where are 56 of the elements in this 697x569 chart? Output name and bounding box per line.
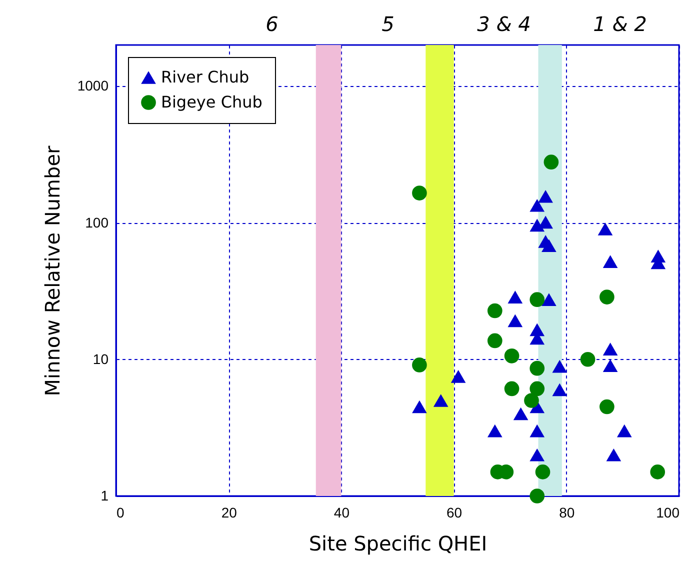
text: 1 & 2 xyxy=(593,12,647,36)
x-tick-label: 20 xyxy=(221,504,238,520)
point xyxy=(433,394,448,407)
point xyxy=(530,360,545,376)
point xyxy=(650,464,666,480)
point xyxy=(504,381,520,396)
legend-label: River Chub xyxy=(161,68,250,86)
point xyxy=(600,290,614,304)
point xyxy=(530,448,545,462)
point xyxy=(530,292,545,307)
point xyxy=(412,186,427,200)
point xyxy=(450,370,466,383)
y-tick-label: 100 xyxy=(85,214,109,230)
x-tick-label: 0 xyxy=(116,504,124,520)
y-tick-label: 10 xyxy=(92,350,109,367)
point xyxy=(600,399,614,414)
point xyxy=(504,348,520,364)
point xyxy=(602,342,618,356)
point xyxy=(487,333,502,348)
y-tick-label: 1000 xyxy=(77,78,109,94)
point xyxy=(542,293,556,306)
text: 5 xyxy=(382,12,394,36)
y-axis-title: Minnow Relative Number xyxy=(40,144,64,396)
legend-label: Bigeye Chub xyxy=(161,92,262,112)
point xyxy=(530,198,545,212)
y-tick-label: 1 xyxy=(100,488,109,504)
point xyxy=(530,488,545,504)
point xyxy=(616,424,632,438)
point xyxy=(487,303,502,318)
point xyxy=(508,314,523,328)
point xyxy=(598,222,613,236)
point xyxy=(412,358,427,372)
x-tick-label: 100 xyxy=(656,504,680,520)
text: 3 & 4 xyxy=(477,12,531,36)
point xyxy=(508,290,523,304)
x-axis-title: Site Specific QHEI xyxy=(308,532,488,556)
x-tick-label: 40 xyxy=(334,504,350,520)
point xyxy=(580,352,596,367)
point xyxy=(530,424,545,438)
x-tick-label: 60 xyxy=(446,504,462,520)
x-tick-label: 80 xyxy=(559,504,575,520)
point xyxy=(535,464,550,480)
point xyxy=(412,400,427,414)
point xyxy=(544,154,559,170)
point xyxy=(606,448,622,462)
point xyxy=(513,407,528,420)
point xyxy=(530,381,545,396)
point xyxy=(487,424,502,438)
point xyxy=(524,393,539,408)
point xyxy=(602,255,618,268)
point xyxy=(542,239,556,252)
point xyxy=(538,190,553,203)
point xyxy=(602,359,618,372)
text: 6 xyxy=(266,12,278,36)
point xyxy=(552,383,568,396)
point xyxy=(552,360,568,373)
